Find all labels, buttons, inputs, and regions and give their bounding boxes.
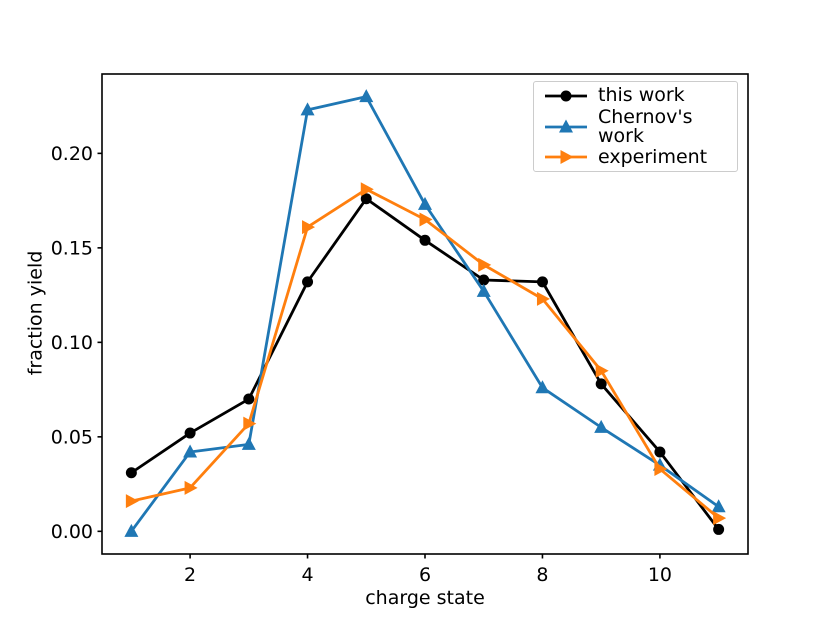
- data-point-chernov-s-work: [711, 499, 726, 513]
- legend-item-this-work: this work: [544, 86, 737, 105]
- data-point-chernov-s-work: [418, 196, 432, 210]
- data-point-this-work: [125, 467, 137, 479]
- x-tick-label: 6: [419, 564, 431, 586]
- y-tick-label: 0.20: [51, 143, 93, 165]
- legend: this work Chernov's work experiment: [533, 81, 738, 172]
- data-point-chernov-s-work: [183, 444, 198, 458]
- data-point-this-work: [302, 276, 314, 288]
- series-markers-experiment: [125, 182, 727, 526]
- x-tick-label: 4: [301, 564, 313, 586]
- y-axis-label: fraction yield: [24, 250, 47, 376]
- data-point-experiment: [419, 212, 433, 227]
- data-point-this-work: [536, 276, 548, 288]
- data-point-experiment: [536, 291, 550, 306]
- series-markers-this-work: [125, 193, 725, 535]
- data-point-experiment: [302, 220, 316, 235]
- legend-marker-this-work: [545, 90, 587, 102]
- data-point-experiment: [360, 182, 374, 197]
- data-point-experiment: [184, 480, 198, 495]
- data-point-experiment: [478, 257, 492, 272]
- data-point-this-work: [595, 378, 607, 390]
- data-point-experiment: [125, 494, 139, 509]
- legend-label: this work: [598, 84, 685, 107]
- x-tick-label: 2: [184, 564, 196, 586]
- y-tick-label: 0.10: [51, 332, 93, 354]
- data-point-experiment: [243, 416, 257, 431]
- legend-sample-marker: [560, 150, 574, 165]
- data-point-experiment: [713, 511, 727, 526]
- data-point-chernov-s-work: [359, 89, 374, 103]
- data-point-this-work: [654, 446, 666, 458]
- legend-sample-marker: [559, 119, 573, 132]
- legend-item-experiment: experiment: [544, 145, 737, 168]
- data-point-this-work: [419, 234, 431, 246]
- x-axis-label: charge state: [365, 587, 485, 609]
- x-tick-label: 8: [536, 564, 548, 586]
- data-point-chernov-s-work: [124, 523, 139, 537]
- y-tick-label: 0.05: [51, 426, 93, 448]
- data-point-chernov-s-work: [476, 283, 491, 297]
- data-point-experiment: [654, 461, 668, 476]
- series-line-this-work: [129, 197, 721, 531]
- legend-item-chernovs-work: Chernov's work: [544, 105, 737, 147]
- legend-label: Chernov's work: [598, 105, 693, 147]
- legend-label: experiment: [598, 145, 708, 168]
- y-tick-label: 0.15: [51, 237, 93, 259]
- data-point-chernov-s-work: [535, 380, 550, 394]
- data-point-this-work: [184, 427, 196, 439]
- data-point-this-work: [360, 193, 372, 205]
- legend-marker-experiment: [545, 150, 587, 165]
- data-point-this-work: [713, 523, 725, 535]
- data-point-chernov-s-work: [594, 419, 609, 433]
- y-tick-label: 0.00: [51, 521, 93, 543]
- data-point-this-work: [243, 393, 255, 405]
- legend-marker-chernovs-work: [545, 119, 587, 132]
- legend-sample-marker: [560, 90, 572, 102]
- data-point-chernov-s-work: [241, 436, 256, 450]
- data-point-chernov-s-work: [300, 102, 315, 116]
- data-point-experiment: [595, 363, 609, 378]
- x-tick-label: 10: [648, 564, 672, 586]
- data-point-this-work: [478, 274, 490, 286]
